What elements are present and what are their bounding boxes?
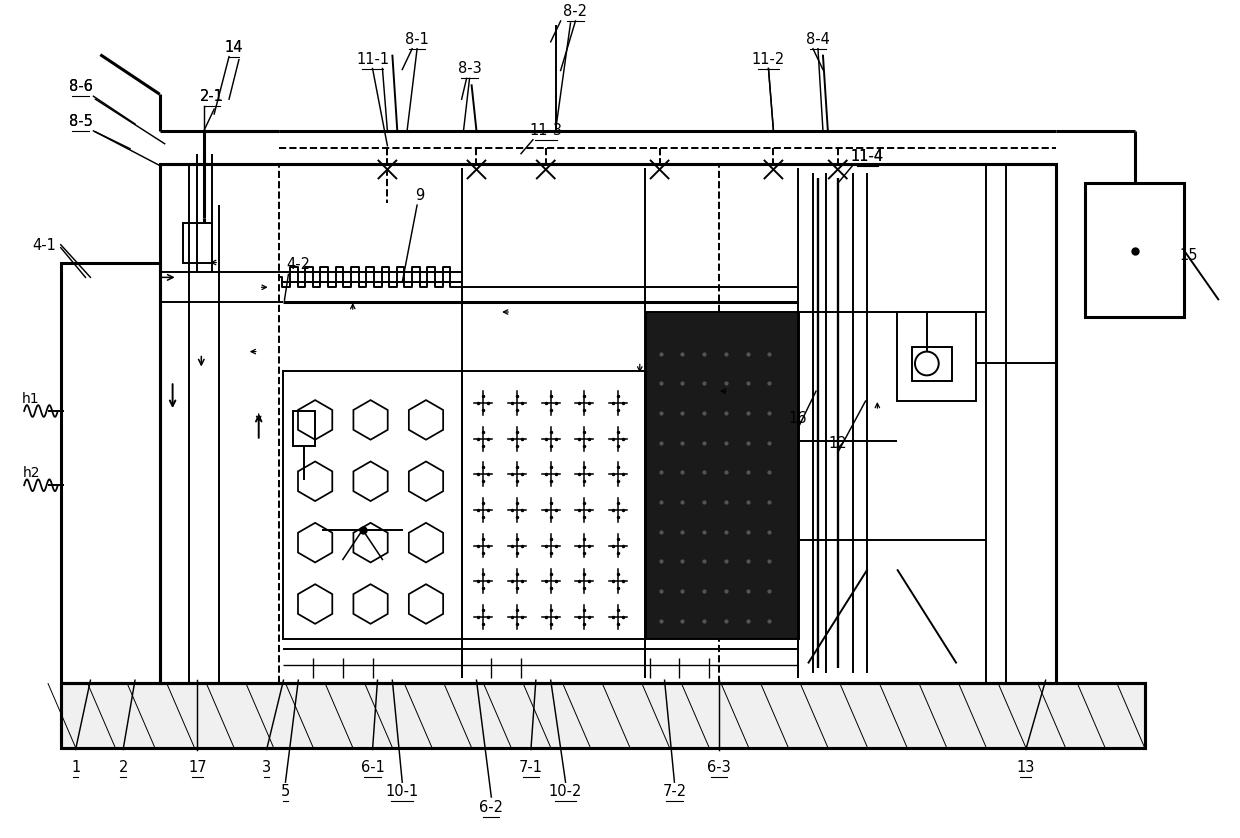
Text: 13: 13 — [1017, 760, 1035, 775]
Text: h2: h2 — [22, 466, 40, 480]
Bar — [461, 371, 645, 639]
Text: 6-1: 6-1 — [361, 760, 384, 775]
Text: 8-3: 8-3 — [458, 61, 481, 76]
Text: 10-2: 10-2 — [549, 784, 583, 799]
Text: 7-2: 7-2 — [662, 784, 687, 799]
Text: 8-6: 8-6 — [68, 80, 93, 94]
Text: 11-3: 11-3 — [529, 123, 562, 137]
Text: 6-2: 6-2 — [480, 799, 503, 815]
Bar — [61, 262, 160, 683]
Text: 16: 16 — [789, 411, 807, 426]
Text: 11-4: 11-4 — [851, 148, 884, 163]
Text: 5: 5 — [280, 784, 290, 799]
Text: 8-5: 8-5 — [68, 114, 93, 129]
Text: 8-5: 8-5 — [68, 114, 93, 129]
Text: 8-6: 8-6 — [68, 80, 93, 94]
Text: 7-1: 7-1 — [518, 760, 543, 775]
Bar — [898, 312, 976, 401]
Text: 15: 15 — [1180, 247, 1198, 262]
Text: 10-1: 10-1 — [386, 784, 419, 799]
Bar — [160, 163, 1055, 683]
Bar — [1085, 184, 1184, 317]
Bar — [294, 411, 315, 446]
Text: 6-3: 6-3 — [707, 760, 730, 775]
Text: 14: 14 — [224, 39, 243, 54]
Text: 2-1: 2-1 — [200, 89, 224, 104]
Bar — [646, 312, 799, 639]
Text: 14: 14 — [224, 39, 243, 54]
Text: h1: h1 — [22, 392, 40, 406]
Text: 12: 12 — [828, 436, 847, 451]
Text: 9: 9 — [415, 189, 424, 203]
Text: 4-2: 4-2 — [286, 257, 310, 272]
Bar — [284, 371, 461, 639]
Text: 8-4: 8-4 — [806, 32, 830, 47]
Bar — [182, 223, 212, 262]
Bar — [911, 347, 951, 381]
Text: 11-4: 11-4 — [851, 148, 884, 163]
Text: 8-2: 8-2 — [563, 4, 588, 19]
Text: 17: 17 — [188, 760, 207, 775]
Bar — [61, 683, 1145, 747]
Text: 3: 3 — [262, 760, 272, 775]
Text: 8-1: 8-1 — [405, 32, 429, 47]
Text: 11-1: 11-1 — [356, 52, 389, 66]
Text: 11-2: 11-2 — [751, 52, 785, 66]
Text: 2-1: 2-1 — [200, 89, 224, 104]
Text: 1: 1 — [71, 760, 81, 775]
Text: 4-1: 4-1 — [32, 238, 56, 252]
Text: 2: 2 — [119, 760, 128, 775]
Bar — [61, 683, 1145, 747]
